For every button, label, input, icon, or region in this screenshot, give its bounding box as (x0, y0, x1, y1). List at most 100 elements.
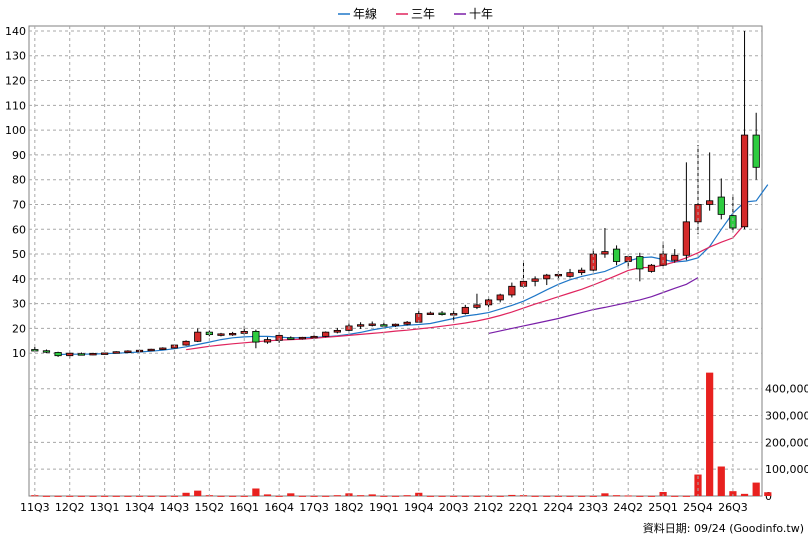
candle-body (403, 321, 411, 325)
candle-body (368, 323, 376, 326)
volume-bar (135, 495, 144, 497)
volume-bar (671, 495, 679, 497)
candle-body (356, 324, 365, 327)
candle-body (531, 278, 539, 282)
candle-body (322, 331, 330, 337)
volume-bar (66, 495, 74, 497)
volume-bar (391, 495, 400, 497)
x-tick-label: 26Q3 (718, 501, 748, 514)
volume-bar (484, 495, 493, 497)
candle-body (601, 251, 609, 255)
volume-bar (752, 482, 760, 496)
volume-bar (473, 495, 481, 497)
candle-body (426, 312, 435, 315)
candle-body (101, 352, 109, 355)
volume-bar (531, 495, 539, 497)
volume-bar (508, 494, 516, 496)
candle-body (461, 306, 469, 314)
candle-body (566, 272, 574, 277)
x-tick-label: 18Q2 (334, 501, 364, 514)
volume-bar (263, 494, 272, 496)
x-tick-label: 17Q3 (299, 501, 329, 514)
volume-bar (275, 495, 283, 497)
candle-body (66, 352, 74, 357)
candle-body (380, 324, 388, 327)
candle-body (229, 332, 237, 336)
volume-tick-label: 300,000 (765, 410, 808, 423)
candle-body (671, 254, 679, 261)
legend-label: 三年 (411, 7, 435, 21)
x-tick-label: 25Q1 (648, 501, 678, 514)
x-tick-label: 16Q1 (229, 501, 259, 514)
volume-bar (322, 495, 330, 497)
x-tick-label: 20Q3 (439, 501, 469, 514)
x-tick-label: 12Q2 (55, 501, 85, 514)
price-tick-label: 40 (12, 273, 26, 286)
volume-bar (438, 495, 446, 497)
volume-tick-label: 0 (765, 490, 772, 503)
volume-bar (77, 495, 85, 497)
volume-bar (578, 495, 586, 497)
candle-body (159, 347, 167, 350)
x-tick-label: 25Q4 (683, 501, 713, 514)
x-tick-label: 21Q2 (474, 501, 504, 514)
volume-tick-label: 100,000 (765, 463, 808, 476)
candle-body (729, 215, 737, 229)
candle-body (391, 323, 400, 327)
volume-tick-label: 400,000 (765, 383, 808, 396)
volume-bar (182, 492, 190, 496)
volume-bar (89, 495, 97, 497)
candle-body (740, 134, 749, 228)
volume-panel: 0 100,000 200,000 300,000 400,000 (29, 372, 808, 503)
x-tick-label: 22Q4 (544, 501, 574, 514)
volume-bar (764, 492, 772, 496)
price-tick-label: 30 (12, 298, 26, 311)
price-tick-label: 100 (5, 124, 26, 137)
volume-bar (554, 495, 562, 497)
candle-body (217, 333, 225, 336)
x-tick-label: 14Q3 (160, 501, 190, 514)
volume-bar (310, 495, 318, 497)
x-tick-label: 23Q3 (578, 501, 608, 514)
price-tick-label: 10 (12, 347, 26, 360)
volume-bar (450, 495, 458, 497)
volume-bar (543, 495, 551, 497)
volume-bar (729, 491, 737, 496)
x-tick-label: 16Q4 (264, 501, 294, 514)
volume-bar (112, 495, 120, 497)
candle-body (77, 353, 85, 356)
price-tick-label: 50 (12, 248, 26, 261)
candle-body (706, 200, 714, 205)
candle-body (298, 336, 307, 340)
volume-bar (380, 495, 388, 497)
candle-body (263, 339, 272, 343)
volume-bar (601, 493, 609, 496)
price-panel: 10 20 30 40 50 60 70 80 90 100 110 120 130 140 (5, 25, 769, 497)
volume-bar (147, 495, 155, 497)
price-tick-label: 80 (12, 174, 26, 187)
x-tick-label: 24Q2 (613, 501, 643, 514)
chart-legend: 年線 三年 十年 (338, 6, 493, 21)
volume-bar (42, 495, 51, 497)
candle-body (194, 331, 202, 342)
volume-bar (589, 495, 597, 497)
price-tick-label: 120 (5, 75, 26, 88)
volume-bar (356, 495, 365, 497)
volume-bar (287, 493, 295, 496)
volume-bar (229, 495, 237, 497)
volume-bar (659, 491, 667, 496)
volume-bar (694, 474, 702, 496)
volume-bar (682, 495, 690, 497)
data-date-footer: 資料日期: 09/24 (Goodinfo.tw) (643, 521, 804, 535)
volume-bar (159, 495, 167, 497)
x-tick-label: 11Q3 (20, 501, 50, 514)
volume-bar (333, 495, 341, 497)
candle-body (147, 348, 155, 352)
candle-body (508, 285, 516, 296)
volume-bar (298, 495, 307, 497)
x-tick-label: 22Q1 (509, 501, 539, 514)
price-tick-label: 130 (5, 50, 26, 63)
price-tick-label: 20 (12, 322, 26, 335)
volume-bar (124, 495, 132, 497)
volume-bar (636, 495, 644, 497)
